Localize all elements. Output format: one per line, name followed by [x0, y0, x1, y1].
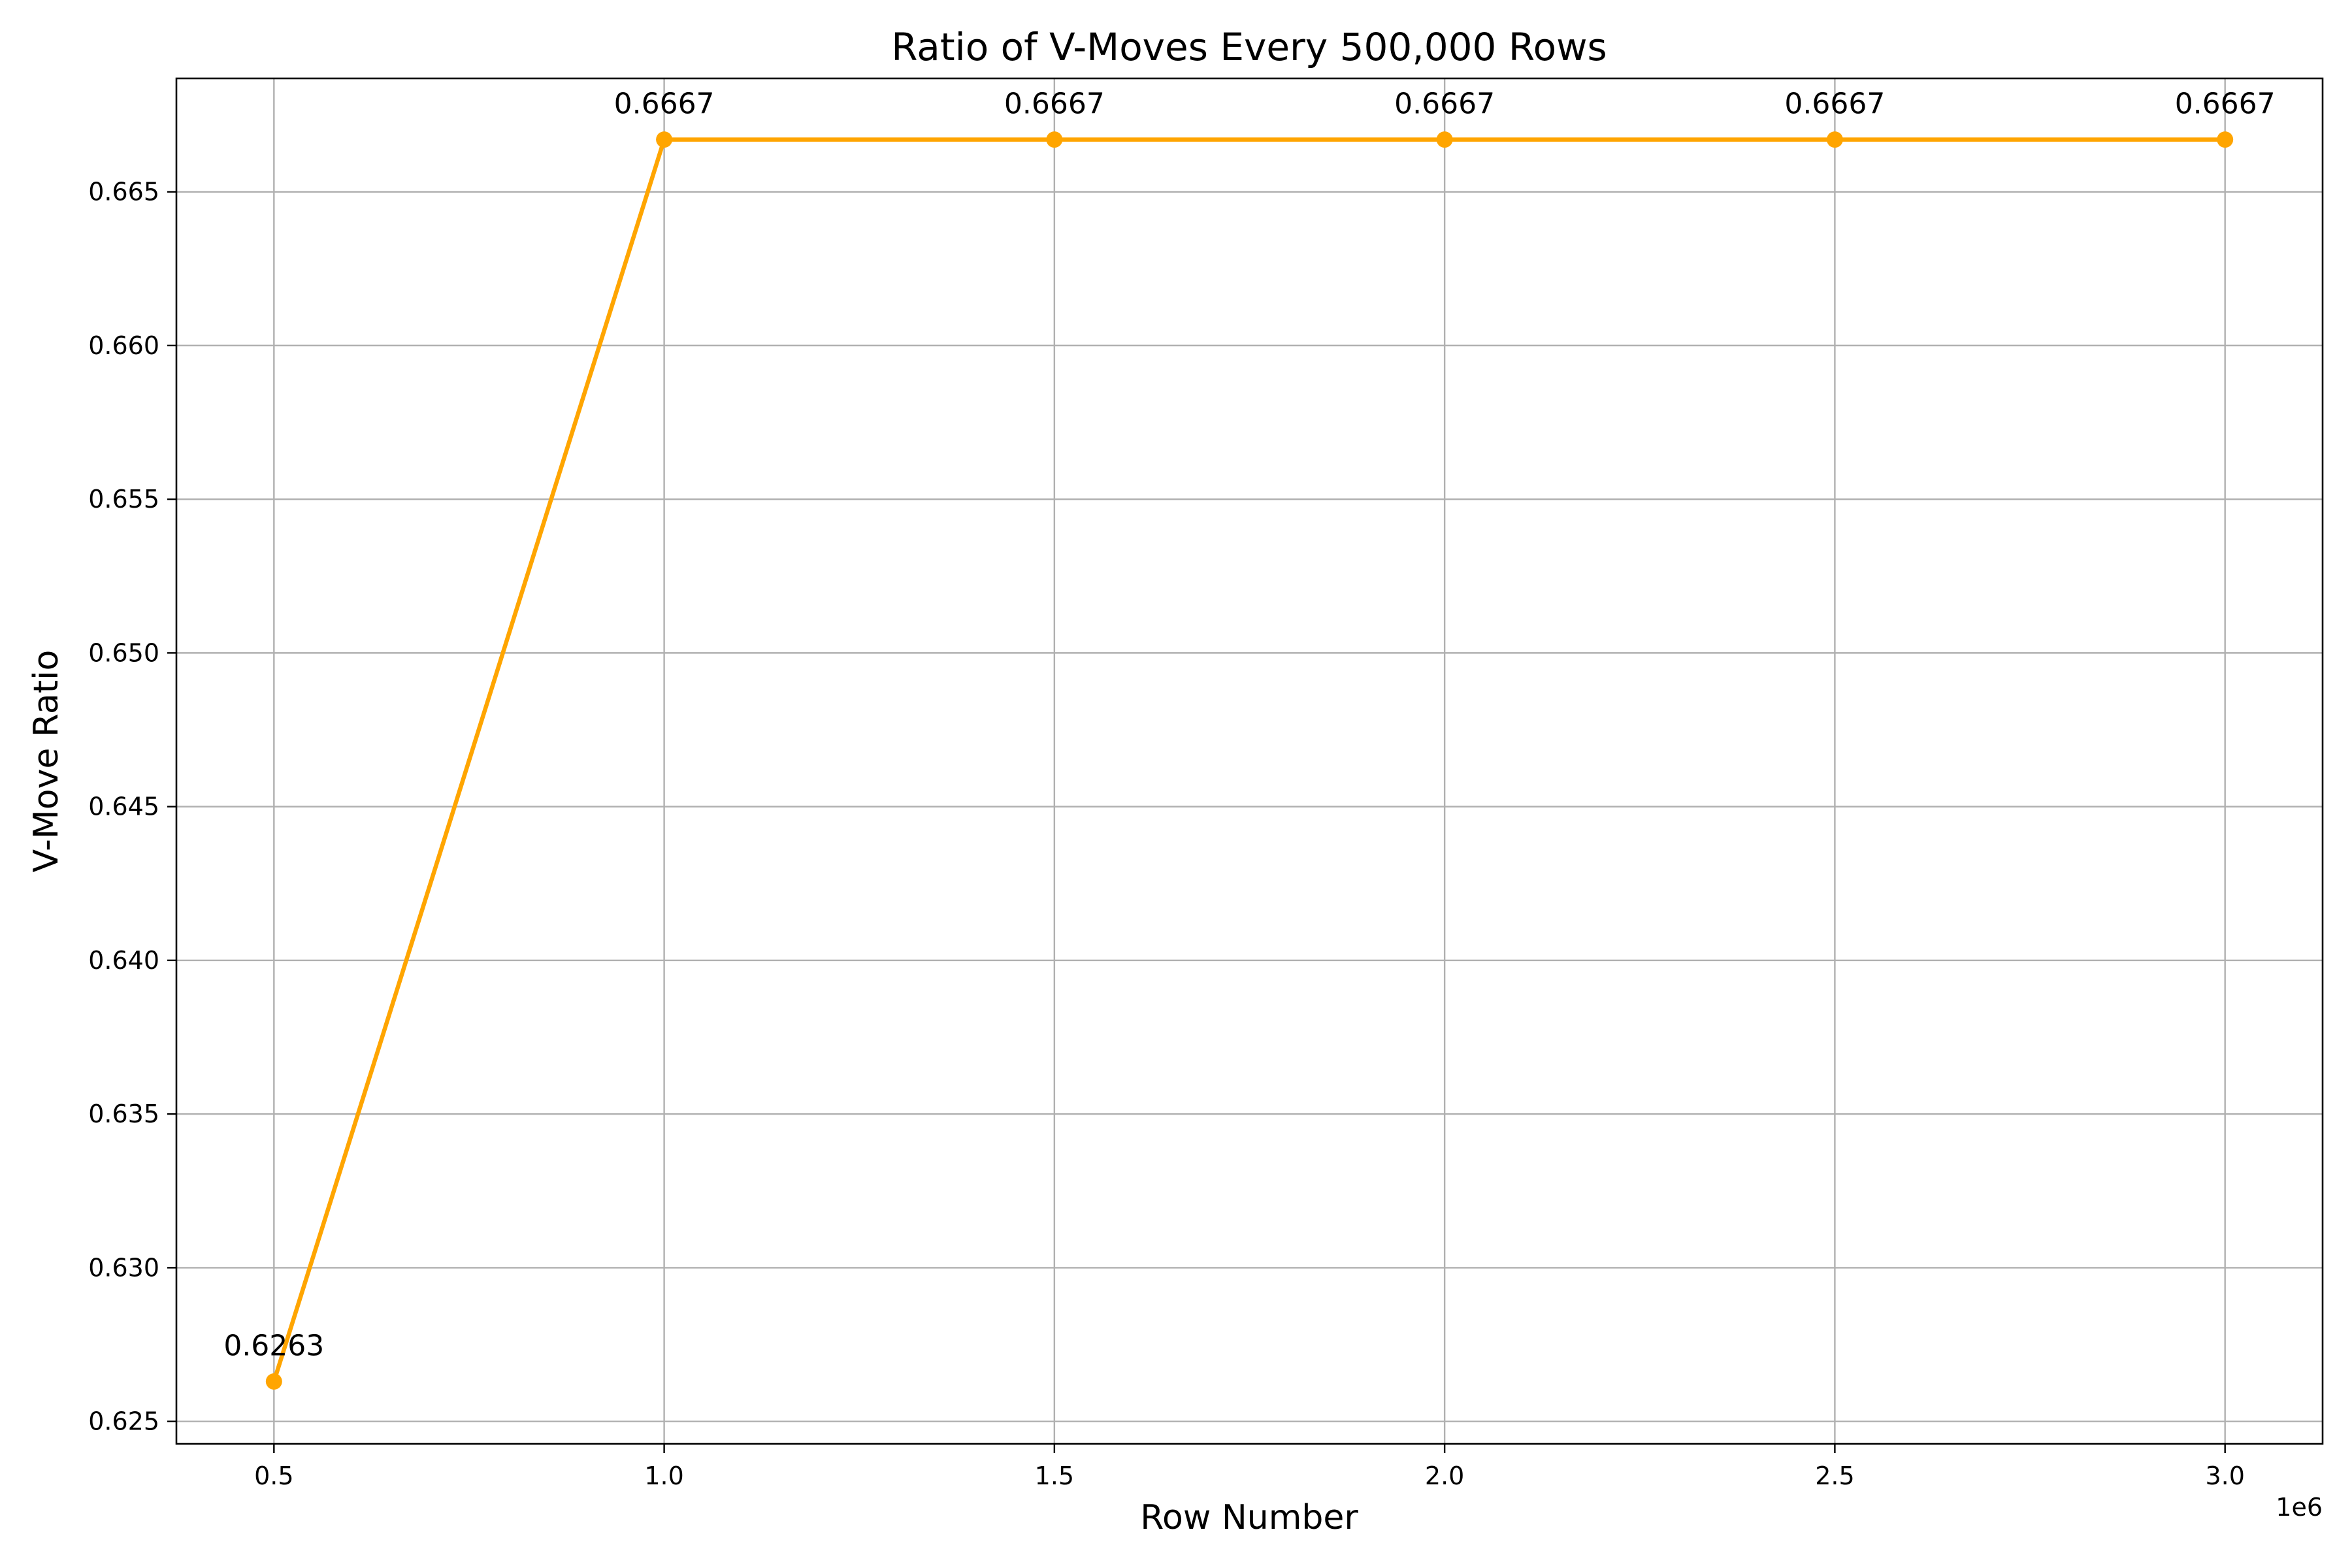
- data-point: [1436, 131, 1453, 148]
- series-line: [272, 137, 2225, 1382]
- data-point: [1826, 131, 1843, 148]
- data-label: 0.6667: [1394, 88, 1495, 121]
- grid: [176, 78, 2323, 1444]
- data-label: 0.6667: [614, 88, 715, 121]
- data-labels: 0.6263 0.6667 0.6667 0.6667 0.6667 0.6667: [223, 88, 2275, 1363]
- data-label: 0.6667: [1784, 88, 1885, 121]
- data-point: [2217, 131, 2234, 148]
- data-label: 0.6667: [2175, 88, 2276, 121]
- y-tick-label: 0.625: [88, 1407, 159, 1436]
- x-tick-label: 2.5: [1815, 1462, 1854, 1490]
- axis-ticks: 0.5 1.0 1.5 2.0 2.5 3.0 0.625 0.630 0.635 0.640 0.…: [88, 178, 2245, 1490]
- x-axis-label: Row Number: [1140, 1498, 1358, 1537]
- y-tick-label: 0.650: [88, 638, 159, 667]
- y-tick-label: 0.655: [88, 485, 159, 514]
- x-tick-label: 2.0: [1425, 1462, 1464, 1490]
- data-label: 0.6263: [223, 1329, 324, 1362]
- plot-frame: [175, 77, 2324, 1445]
- x-tick-label: 0.5: [254, 1462, 293, 1490]
- x-tick-label: 3.0: [2205, 1462, 2244, 1490]
- x-tick-label: 1.5: [1035, 1462, 1074, 1490]
- y-tick-label: 0.640: [88, 946, 159, 975]
- data-label: 0.6667: [1004, 88, 1105, 121]
- series-layer: [265, 131, 2234, 1390]
- data-point: [1046, 131, 1063, 148]
- chart-title: Ratio of V-Moves Every 500,000 Rows: [891, 25, 1607, 69]
- y-tick-label: 0.635: [88, 1100, 159, 1128]
- y-tick-label: 0.665: [88, 178, 159, 206]
- y-axis-label: V-Move Ratio: [27, 650, 66, 873]
- data-point: [265, 1373, 282, 1390]
- y-tick-label: 0.630: [88, 1253, 159, 1282]
- y-tick-label: 0.645: [88, 792, 159, 821]
- x-tick-label: 1.0: [644, 1462, 683, 1490]
- data-point: [656, 131, 673, 148]
- y-tick-label: 0.660: [88, 331, 159, 360]
- x-axis-offset-label: 1e6: [2276, 1493, 2323, 1522]
